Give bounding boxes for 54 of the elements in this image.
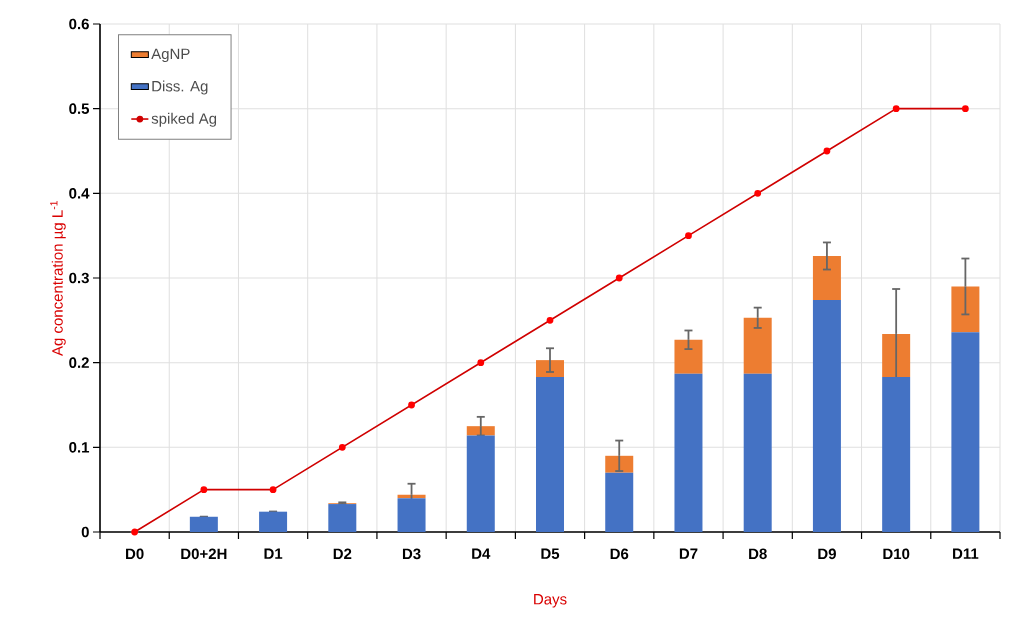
bar <box>536 377 564 532</box>
x-tick-label: D2 <box>333 548 352 560</box>
bar <box>674 339 703 374</box>
point <box>615 274 623 282</box>
x-tick-label: D0 <box>126 548 144 560</box>
bar <box>743 373 772 532</box>
point <box>338 443 346 451</box>
x-tick-label: D3 <box>402 548 421 560</box>
y-tick-label: 0.3 <box>69 272 89 284</box>
x-tick-label: D6 <box>610 548 629 560</box>
bar <box>466 435 495 532</box>
x-tick-label: D4 <box>472 548 491 559</box>
legend-label: AgNP <box>151 48 190 63</box>
bar <box>397 498 426 532</box>
bar <box>951 332 980 532</box>
x-tick-label: D11 <box>953 548 979 559</box>
point <box>892 105 900 113</box>
point <box>408 401 415 409</box>
x-tick-label: D8 <box>749 548 767 560</box>
point <box>477 359 485 367</box>
bar <box>259 511 288 532</box>
point <box>823 147 831 155</box>
point <box>269 486 277 494</box>
bar <box>812 255 841 301</box>
bar <box>328 504 357 532</box>
y-tick-label: 0.2 <box>69 357 89 368</box>
point <box>685 232 692 240</box>
bar <box>743 317 772 374</box>
x-axis-title: Days <box>534 594 567 608</box>
legend-label: spiked Ag <box>151 112 217 127</box>
x-tick-label: D7 <box>679 548 698 559</box>
bar <box>674 373 703 532</box>
point <box>961 105 969 113</box>
point <box>754 189 762 197</box>
point <box>200 486 208 494</box>
y-tick-label: 0.6 <box>69 18 89 30</box>
y-axis-title: Ag concentration µg L$^{-1}$ <box>50 200 66 356</box>
x-tick-label: D1 <box>264 548 283 559</box>
bar <box>466 426 495 436</box>
y-tick-label: 0.1 <box>69 442 90 453</box>
y-tick-label: 0 <box>81 526 89 538</box>
y-tick-label: 0.4 <box>69 188 90 199</box>
bar <box>536 360 564 378</box>
legend-label: Diss. Ag <box>152 80 208 95</box>
bar <box>189 516 218 532</box>
x-tick-label: D0+2H <box>181 548 227 560</box>
x-tick-label: D10 <box>883 548 910 560</box>
bar <box>812 300 841 532</box>
point <box>546 316 554 324</box>
x-tick-label: D5 <box>541 548 560 559</box>
bar <box>605 472 634 532</box>
bar <box>882 377 911 532</box>
x-tick-label: D9 <box>818 548 836 560</box>
y-tick-label: 0.5 <box>69 103 90 114</box>
